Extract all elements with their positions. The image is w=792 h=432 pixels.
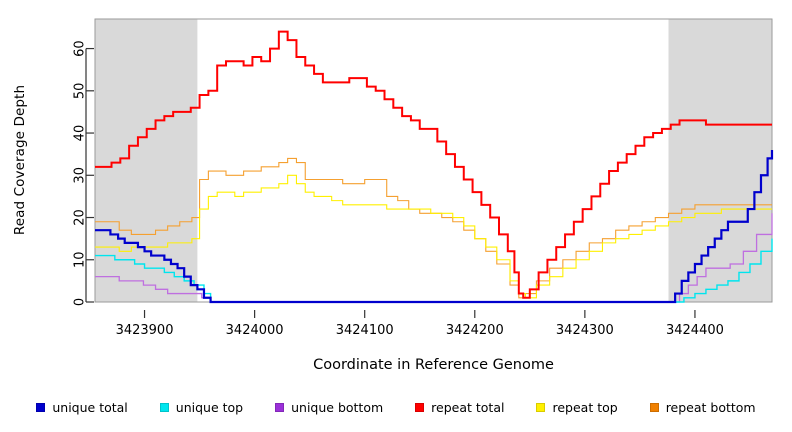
x-axis-title-text: Coordinate in Reference Genome — [313, 357, 554, 373]
legend-item-repeat-bottom: repeat bottom — [649, 399, 756, 415]
legend-swatch-icon — [159, 402, 169, 412]
legend-item-repeat-total: repeat total — [415, 400, 504, 415]
x-axis-tick-label: 3424400 — [666, 323, 724, 338]
y-axis-tick-label: 50 — [73, 83, 88, 100]
series-line-repeat-top — [95, 174, 772, 299]
y-axis-tick-label: 60 — [73, 40, 88, 57]
legend-label: unique total — [52, 399, 128, 415]
legend-item-unique-top: unique top — [159, 399, 244, 415]
legend-label: repeat bottom — [665, 399, 756, 415]
legend-swatch-icon — [275, 402, 285, 412]
y-axis-tick-label: 20 — [73, 209, 88, 226]
right-repeat-region — [668, 19, 772, 302]
series-line-repeat-total — [95, 30, 772, 299]
chart-legend: unique total unique top unique bottom repea… — [0, 396, 792, 418]
plot-area: 0 10 20 30 40 50 60 3423900 3424000 3424100 342420… — [73, 18, 774, 338]
coverage-line-chart: 0 10 20 30 40 50 60 3423900 3424000 3424100 342420… — [73, 18, 774, 338]
x-axis-tick-label: 3423900 — [116, 323, 174, 338]
x-axis-tick-label: 3424200 — [446, 323, 504, 338]
legend-item-unique-total: unique total — [36, 399, 128, 415]
legend-label: unique bottom — [291, 399, 384, 415]
y-axis-tick-label: 40 — [73, 125, 88, 142]
legend-label: repeat total — [431, 399, 505, 415]
legend-swatch-icon — [415, 402, 425, 412]
x-axis-tick-label: 3424300 — [556, 323, 614, 338]
legend-item-unique-bottom: unique bottom — [275, 400, 383, 415]
series-line-unique-total — [95, 149, 774, 304]
x-axis-tick-label: 3424100 — [336, 323, 394, 338]
legend-item-repeat-top: repeat top — [536, 399, 618, 415]
legend-swatch-icon — [649, 402, 659, 412]
legend-label: unique top — [175, 399, 244, 415]
x-axis-tick-label: 3424000 — [226, 323, 284, 338]
left-repeat-region — [95, 19, 198, 302]
x-axis-title: Coordinate in Reference Genome — [95, 357, 772, 373]
y-axis-tick-label: 30 — [73, 167, 88, 184]
legend-swatch-icon — [36, 402, 46, 412]
legend-label: repeat top — [552, 399, 618, 415]
y-axis-tick-label: 0 — [73, 298, 88, 306]
y-axis-tick-label: 10 — [73, 251, 88, 268]
legend-swatch-icon — [536, 402, 546, 412]
